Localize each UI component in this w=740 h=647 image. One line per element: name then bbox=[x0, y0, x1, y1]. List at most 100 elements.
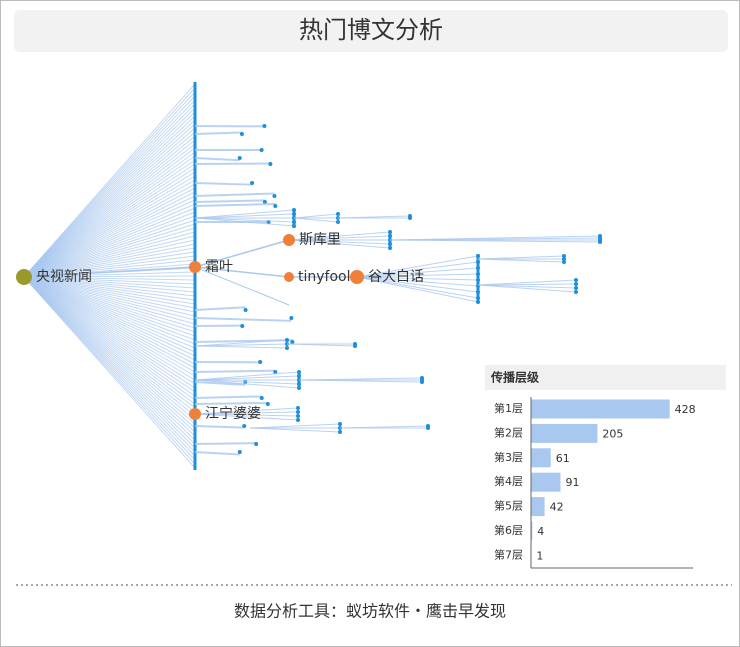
edge bbox=[194, 401, 268, 405]
edge bbox=[194, 413, 299, 421]
edge bbox=[194, 213, 295, 219]
leaf bbox=[265, 402, 270, 406]
bar bbox=[531, 497, 545, 517]
edge bbox=[194, 343, 288, 347]
edge bbox=[249, 423, 341, 429]
leaf bbox=[285, 338, 289, 342]
value-label: 4 bbox=[537, 525, 544, 538]
edge bbox=[194, 317, 292, 322]
edge bbox=[477, 284, 577, 289]
value-label: 428 bbox=[675, 403, 696, 416]
edge bbox=[23, 266, 196, 278]
edge bbox=[194, 379, 300, 389]
edge bbox=[23, 211, 196, 278]
edge bbox=[194, 239, 290, 268]
edge bbox=[23, 276, 196, 385]
edge bbox=[23, 127, 196, 278]
edge bbox=[23, 183, 196, 278]
value-label: 1 bbox=[536, 549, 543, 562]
edge bbox=[194, 379, 300, 385]
edge bbox=[194, 407, 299, 415]
edge bbox=[23, 163, 196, 278]
leaf bbox=[259, 148, 264, 152]
edge bbox=[194, 395, 262, 399]
bar bbox=[531, 472, 561, 492]
y-tick-label: 第4层 bbox=[494, 474, 523, 488]
edge bbox=[194, 425, 245, 429]
leaf bbox=[338, 430, 342, 434]
leaf bbox=[272, 194, 277, 198]
edge bbox=[23, 276, 196, 333]
edge bbox=[194, 131, 242, 135]
leaf bbox=[289, 316, 294, 320]
value-label: 205 bbox=[602, 427, 623, 440]
edge bbox=[23, 199, 196, 278]
edge bbox=[194, 371, 300, 381]
node bbox=[284, 272, 294, 282]
leaf bbox=[336, 212, 340, 216]
edge bbox=[288, 239, 391, 245]
y-tick-label: 第3层 bbox=[494, 450, 523, 464]
leaf bbox=[296, 418, 300, 422]
edge bbox=[23, 131, 196, 278]
y-tick-label: 第7层 bbox=[494, 547, 523, 561]
edge bbox=[23, 255, 196, 278]
y-tick-label: 第2层 bbox=[494, 425, 523, 439]
edge bbox=[293, 217, 339, 223]
edge bbox=[293, 213, 339, 219]
node-label: 江宁婆婆 bbox=[205, 405, 261, 422]
edge bbox=[23, 219, 196, 278]
edge bbox=[23, 276, 196, 285]
edge bbox=[356, 255, 479, 278]
edge bbox=[194, 162, 271, 165]
edge bbox=[23, 276, 196, 381]
leaf bbox=[273, 204, 278, 208]
edge bbox=[194, 413, 299, 417]
edge bbox=[23, 215, 196, 278]
edge bbox=[477, 284, 577, 293]
edge bbox=[23, 171, 196, 278]
leaf bbox=[574, 286, 578, 290]
edge bbox=[356, 261, 479, 278]
edge bbox=[356, 276, 479, 293]
y-tick-label: 第5层 bbox=[494, 499, 523, 513]
edge bbox=[23, 276, 196, 301]
leaf bbox=[574, 282, 578, 286]
edge bbox=[23, 276, 196, 469]
leaf bbox=[290, 340, 295, 344]
edge bbox=[194, 411, 299, 415]
edge bbox=[23, 276, 196, 313]
leaf bbox=[237, 156, 242, 160]
edge bbox=[23, 276, 196, 377]
edge bbox=[23, 276, 196, 293]
node-label: 谷大白话 bbox=[368, 269, 424, 285]
edge bbox=[23, 276, 196, 309]
edge bbox=[23, 187, 196, 278]
edge bbox=[23, 259, 196, 278]
edge bbox=[23, 123, 196, 278]
bar bbox=[531, 399, 670, 419]
leaf bbox=[273, 370, 278, 374]
edge bbox=[23, 231, 196, 278]
edge bbox=[23, 175, 196, 278]
header-box bbox=[14, 10, 728, 52]
edge bbox=[194, 266, 290, 278]
leaf bbox=[336, 220, 340, 224]
leaf bbox=[420, 380, 424, 384]
edge bbox=[23, 275, 196, 278]
edge bbox=[23, 151, 196, 278]
edge bbox=[23, 167, 196, 278]
edge bbox=[288, 235, 391, 241]
leaf bbox=[262, 200, 267, 204]
edge bbox=[194, 451, 240, 456]
edge bbox=[23, 207, 196, 278]
bar bbox=[531, 448, 551, 468]
value-label: 61 bbox=[556, 452, 570, 465]
edge bbox=[23, 276, 196, 421]
edge bbox=[23, 276, 196, 417]
edge bbox=[194, 306, 246, 311]
edge bbox=[23, 276, 196, 389]
bar bbox=[531, 423, 598, 443]
value-label: 42 bbox=[550, 501, 564, 514]
